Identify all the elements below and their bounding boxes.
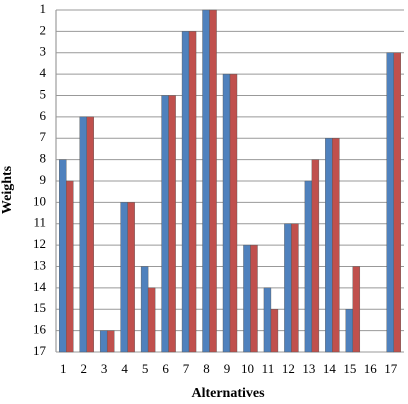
y-tick-label: 7 <box>40 129 47 144</box>
bar <box>120 202 128 353</box>
y-axis-label: Weights <box>0 165 15 214</box>
y-tick-label: 1 <box>40 1 47 16</box>
y-tick-label: 8 <box>40 151 47 166</box>
x-tick-label: 2 <box>80 361 87 376</box>
bar <box>291 223 299 353</box>
x-tick-label: 14 <box>323 361 337 376</box>
bar <box>147 287 156 353</box>
x-tick-label: 9 <box>224 361 231 376</box>
bar <box>304 180 313 353</box>
bar <box>332 138 340 353</box>
x-tick-label: 10 <box>241 361 254 376</box>
x-tick-label: 1 <box>60 361 67 376</box>
bar <box>181 31 190 353</box>
y-tick-label: 15 <box>33 300 46 315</box>
bar <box>168 95 176 353</box>
y-tick-label: 11 <box>33 215 46 230</box>
bar <box>140 266 149 353</box>
y-tick-label: 6 <box>40 108 47 123</box>
y-tick-label: 17 <box>33 343 47 358</box>
x-tick-label: 4 <box>121 361 128 376</box>
bar <box>127 202 135 353</box>
bar <box>243 244 251 353</box>
x-tick-label: 7 <box>183 361 190 376</box>
x-tick-label: 6 <box>162 361 169 376</box>
bar <box>270 309 279 353</box>
x-tick-label: 15 <box>343 361 356 376</box>
x-tick-label: 17 <box>384 361 398 376</box>
x-tick-label: 8 <box>203 361 210 376</box>
bar <box>161 95 169 353</box>
y-tick-label: 12 <box>33 236 46 251</box>
bar <box>263 287 272 353</box>
bar <box>188 31 197 353</box>
bar <box>325 138 333 353</box>
x-tick-label: 3 <box>101 361 108 376</box>
x-tick-label: 12 <box>282 361 295 376</box>
x-axis-label: Alternatives <box>191 386 265 401</box>
y-tick-label: 16 <box>33 322 47 337</box>
bar <box>352 266 361 353</box>
bar <box>345 309 354 353</box>
x-tick-label: 11 <box>262 361 275 376</box>
y-tick-label: 9 <box>40 172 47 187</box>
y-tick-label: 14 <box>33 279 47 294</box>
bar <box>202 9 210 353</box>
bar <box>250 244 258 353</box>
x-tick-label: 13 <box>302 361 315 376</box>
bar <box>79 116 87 353</box>
y-tick-label: 13 <box>33 257 46 272</box>
bar <box>229 73 238 353</box>
bar <box>99 330 108 353</box>
bar <box>393 52 401 353</box>
bar <box>284 223 292 353</box>
bar <box>311 159 320 353</box>
bar <box>209 9 217 353</box>
bar <box>66 180 74 353</box>
bar <box>86 116 94 353</box>
x-tick-label: 16 <box>364 361 378 376</box>
y-tick-label: 5 <box>40 86 47 101</box>
y-tick-label: 2 <box>40 22 47 37</box>
bar <box>106 330 115 353</box>
y-tick-label: 4 <box>40 65 47 80</box>
x-tick-label: 5 <box>142 361 149 376</box>
bar <box>222 73 231 353</box>
y-tick-label: 10 <box>33 193 46 208</box>
bar <box>386 52 394 353</box>
bar <box>59 159 67 353</box>
y-tick-label: 3 <box>40 44 47 59</box>
